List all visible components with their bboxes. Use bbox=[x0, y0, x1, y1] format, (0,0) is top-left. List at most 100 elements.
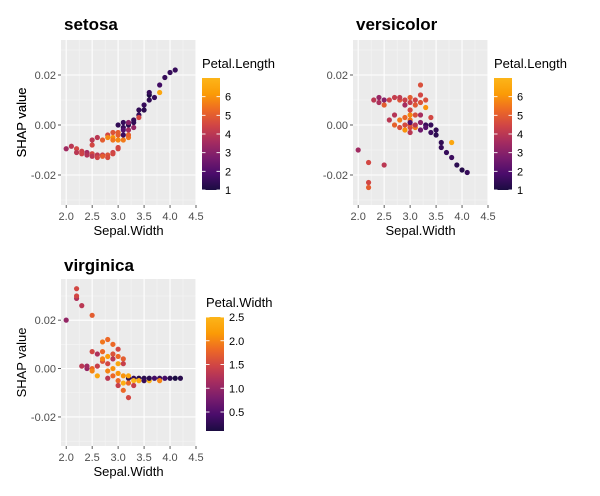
x-tick-label: 3.5 bbox=[428, 211, 443, 223]
data-point bbox=[407, 129, 413, 136]
data-point bbox=[381, 102, 387, 108]
x-tick-label: 2.5 bbox=[377, 211, 392, 223]
data-point bbox=[162, 74, 168, 81]
chart-panel-1: 2.0 2.5 3.0 3.5 4.0 4.5 -0.02 0.00 0.02 versicolo… bbox=[14, 15, 567, 238]
x-tick-label: 4.5 bbox=[188, 211, 203, 223]
data-point bbox=[110, 151, 116, 157]
data-point bbox=[79, 363, 85, 369]
y-tick-label: 0.02 bbox=[35, 315, 56, 327]
legend-tick-label: 1 bbox=[517, 185, 523, 197]
data-point bbox=[115, 378, 121, 384]
data-point bbox=[172, 67, 178, 73]
data-point bbox=[120, 356, 126, 362]
data-point bbox=[141, 102, 147, 108]
legend-tick-label: 6 bbox=[517, 92, 523, 104]
data-point bbox=[146, 375, 152, 381]
data-point bbox=[423, 97, 429, 103]
data-point bbox=[407, 107, 413, 113]
data-point bbox=[417, 112, 424, 118]
data-point bbox=[110, 365, 116, 372]
data-point bbox=[94, 373, 100, 379]
data-point bbox=[391, 122, 398, 128]
legend-colorbar bbox=[206, 317, 224, 431]
legend-tick-label: 2 bbox=[517, 166, 523, 178]
data-point bbox=[99, 349, 106, 355]
data-point bbox=[397, 94, 403, 101]
x-tick-label: 3.0 bbox=[402, 211, 417, 223]
data-point bbox=[412, 97, 418, 103]
data-point bbox=[151, 94, 158, 101]
data-point bbox=[89, 137, 95, 143]
x-tick-label: 2.5 bbox=[85, 452, 100, 464]
data-point bbox=[365, 159, 372, 166]
data-point bbox=[386, 117, 392, 123]
data-point bbox=[428, 129, 434, 136]
data-point bbox=[365, 184, 372, 191]
legend-title: Petal.Width bbox=[206, 295, 272, 310]
data-point bbox=[376, 99, 382, 106]
y-tick-label: -0.02 bbox=[31, 170, 56, 182]
data-point bbox=[438, 139, 444, 146]
data-point bbox=[162, 375, 168, 381]
data-point bbox=[412, 112, 418, 118]
y-tick-label: -0.02 bbox=[323, 170, 348, 182]
legend-tick-label: 2.5 bbox=[229, 312, 244, 324]
x-tick-label: 4.0 bbox=[162, 211, 177, 223]
legend-tick-label: 2 bbox=[225, 166, 231, 178]
data-point bbox=[110, 137, 116, 143]
data-point bbox=[177, 375, 184, 381]
x-tick-label: 4.0 bbox=[454, 211, 469, 223]
y-axis-label: SHAP value bbox=[14, 88, 29, 158]
y-axis-label: SHAP value bbox=[14, 88, 29, 158]
data-point bbox=[105, 134, 111, 141]
data-point bbox=[120, 373, 126, 379]
data-point bbox=[120, 119, 126, 126]
data-point bbox=[157, 89, 163, 96]
data-point bbox=[407, 119, 413, 126]
data-point bbox=[464, 169, 470, 176]
data-point bbox=[376, 94, 382, 101]
panel-title: setosa bbox=[64, 15, 118, 34]
data-point bbox=[449, 139, 455, 146]
data-point bbox=[120, 127, 126, 133]
legend-tick-label: 1.0 bbox=[229, 383, 244, 395]
y-tick-label: 0.00 bbox=[35, 364, 56, 376]
legend-title: Petal.Length bbox=[494, 56, 567, 71]
data-point bbox=[157, 82, 163, 88]
panel-title: virginica bbox=[64, 256, 134, 275]
data-point bbox=[110, 351, 116, 357]
data-point bbox=[386, 97, 392, 103]
data-point bbox=[115, 137, 121, 143]
data-point bbox=[402, 97, 408, 103]
legend-colorbar bbox=[494, 78, 512, 190]
data-point bbox=[89, 312, 95, 318]
legend-colorbar bbox=[202, 78, 220, 190]
data-point bbox=[407, 112, 413, 118]
data-point bbox=[89, 142, 95, 148]
data-point bbox=[397, 124, 403, 131]
data-point bbox=[89, 153, 95, 159]
legend-tick-label: 2.0 bbox=[229, 336, 244, 348]
data-point bbox=[105, 154, 111, 161]
data-point bbox=[402, 102, 408, 108]
x-tick-label: 2.0 bbox=[351, 211, 366, 223]
data-point bbox=[438, 144, 444, 151]
data-point bbox=[120, 387, 126, 393]
legend-tick-label: 5 bbox=[517, 110, 523, 122]
data-point bbox=[402, 127, 408, 133]
data-point bbox=[115, 122, 121, 128]
data-point bbox=[136, 378, 142, 384]
data-point bbox=[115, 370, 121, 376]
legend-tick-label: 1 bbox=[225, 185, 231, 197]
data-point bbox=[105, 336, 111, 343]
data-point bbox=[407, 94, 413, 101]
y-tick-label: 0.00 bbox=[327, 120, 348, 132]
data-point bbox=[63, 317, 69, 323]
data-point bbox=[407, 99, 413, 106]
legend-tick-label: 5 bbox=[225, 110, 231, 122]
data-point bbox=[381, 162, 387, 168]
x-tick-label: 2.0 bbox=[59, 452, 74, 464]
data-point bbox=[141, 378, 147, 384]
data-point bbox=[417, 119, 424, 126]
